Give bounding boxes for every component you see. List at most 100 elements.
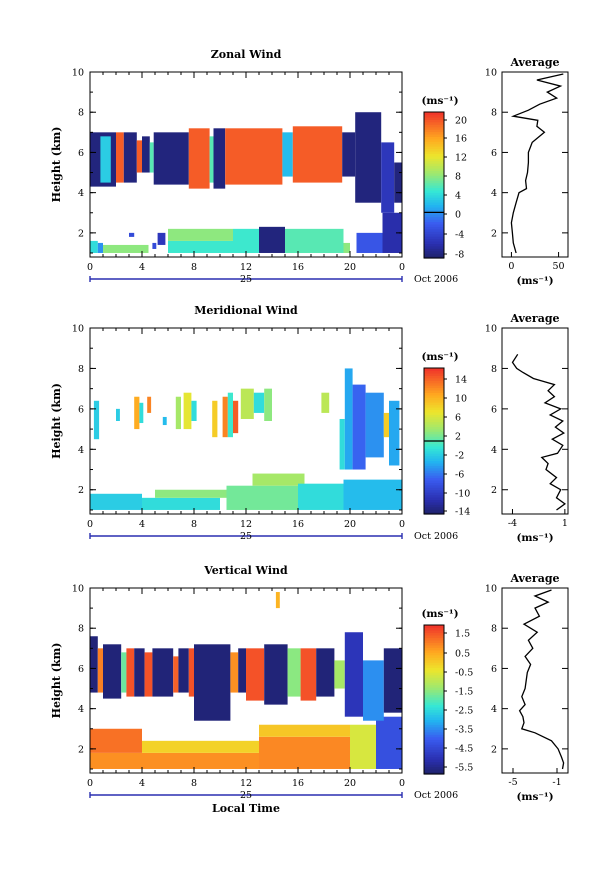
colorbar-segment: [424, 764, 444, 768]
profile-x-tick-label: 0: [508, 261, 514, 272]
colorbar-segment: [424, 719, 444, 723]
colorbar-segment: [424, 443, 444, 447]
colorbar-tick-label: -2.5: [455, 706, 473, 717]
colorbar-tick-label: -4.5: [455, 744, 473, 755]
date-label: Oct 2006: [414, 274, 458, 285]
colorbar-segment: [424, 377, 444, 381]
colorbar-segment: [424, 487, 444, 491]
colorbar-segment: [424, 657, 444, 661]
heatmap-cell: [116, 132, 124, 183]
heatmap-cell: [342, 132, 356, 177]
heatmap-cell: [339, 418, 345, 470]
colorbar-segment: [424, 431, 444, 435]
colorbar-segment: [424, 462, 444, 466]
colorbar-segment: [424, 754, 444, 758]
colorbar-tick-label: 2: [455, 432, 461, 443]
colorbar-segment: [424, 509, 444, 513]
colorbar-segment: [424, 749, 444, 753]
colorbar-segment: [424, 647, 444, 651]
x-tick-label: 0: [399, 778, 405, 789]
profile-y-tick-label: 4: [491, 704, 497, 715]
colorbar-segment: [424, 632, 444, 636]
heatmap-cell: [149, 142, 154, 173]
profile-y-tick-label: 4: [491, 188, 497, 199]
colorbar-segment: [424, 489, 444, 493]
colorbar-segment: [424, 494, 444, 498]
profile-x-label: (ms⁻¹): [516, 791, 553, 803]
profile-y-tick-label: 6: [491, 664, 497, 675]
colorbar-segment: [424, 484, 444, 488]
heatmap-cell: [227, 392, 233, 438]
x-tick-label: 0: [399, 262, 405, 273]
colorbar-segment: [424, 423, 444, 427]
heatmap-cell: [225, 128, 283, 185]
date-label: Oct 2006: [414, 531, 458, 542]
colorbar-segment: [424, 625, 444, 629]
colorbar-segment: [424, 141, 444, 145]
profile-x-tick-label: -1: [552, 777, 561, 788]
heatmap-cell: [344, 632, 363, 717]
colorbar-segment: [424, 248, 444, 252]
colorbar-tick-label: 0: [455, 210, 461, 221]
colorbar-segment: [424, 677, 444, 681]
colorbar-segment: [424, 771, 444, 775]
colorbar-segment: [424, 499, 444, 503]
heatmap-cell: [153, 132, 189, 185]
colorbar-segment: [424, 667, 444, 671]
colorbar-segment: [424, 642, 444, 646]
colorbar-segment: [424, 375, 444, 379]
colorbar-segment: [424, 397, 444, 401]
heatmap-cell: [162, 416, 167, 426]
y-tick-label: 6: [78, 148, 84, 159]
colorbar-segment: [424, 674, 444, 678]
x-tick-label: 8: [191, 778, 197, 789]
y-tick-label: 4: [78, 188, 84, 199]
colorbar-segment: [424, 721, 444, 725]
heatmap-cell: [344, 368, 353, 470]
colorbar-segment: [424, 470, 444, 474]
colorbar-segment: [424, 716, 444, 720]
colorbar-segment: [424, 682, 444, 686]
heatmap-cell: [343, 242, 350, 253]
colorbar-tick-label: 1.5: [455, 629, 470, 640]
heatmap-cell: [233, 400, 239, 434]
colorbar-segment: [424, 419, 444, 423]
heatmap-cells: [90, 368, 402, 510]
colorbar-segment: [424, 761, 444, 765]
colorbar-segment: [424, 672, 444, 676]
colorbar-tick-label: 16: [455, 134, 467, 145]
colorbar-segment: [424, 158, 444, 162]
heatmap-cell: [285, 228, 344, 253]
y-tick-label: 6: [78, 404, 84, 415]
colorbar-segment: [424, 654, 444, 658]
colorbar-segment: [424, 756, 444, 760]
colorbar-segment: [424, 204, 444, 208]
colorbar-segment: [424, 724, 444, 728]
panel-title: Zonal Wind: [211, 48, 282, 61]
colorbar-segment: [424, 649, 444, 653]
colorbar-segment: [424, 387, 444, 391]
colorbar-frame: [423, 624, 445, 775]
profile-title: Average: [509, 572, 559, 585]
y-tick-label: 10: [72, 584, 84, 595]
x-tick-label: 20: [344, 519, 356, 530]
heatmap-cell: [233, 228, 259, 253]
colorbar-segment: [424, 409, 444, 413]
heatmap-cell: [253, 392, 265, 413]
colorbar-segment: [424, 199, 444, 203]
colorbar-tick-label: 6: [455, 413, 461, 424]
heatmap-cell: [275, 592, 280, 609]
colorbar-segment: [424, 659, 444, 663]
heatmap-cell: [376, 716, 402, 769]
heatmap-cell: [292, 126, 343, 183]
heatmap-cell: [178, 648, 189, 693]
colorbar-segment: [424, 399, 444, 403]
heatmap-cell: [282, 132, 293, 177]
y-tick-label: 8: [78, 364, 84, 375]
profile-line: [518, 589, 565, 770]
heatmap-cell: [212, 400, 218, 438]
heatmap-cell: [173, 656, 179, 693]
heatmap-cell: [90, 636, 98, 693]
colorbar-segment: [424, 238, 444, 242]
x-tick-label: 16: [292, 519, 304, 530]
